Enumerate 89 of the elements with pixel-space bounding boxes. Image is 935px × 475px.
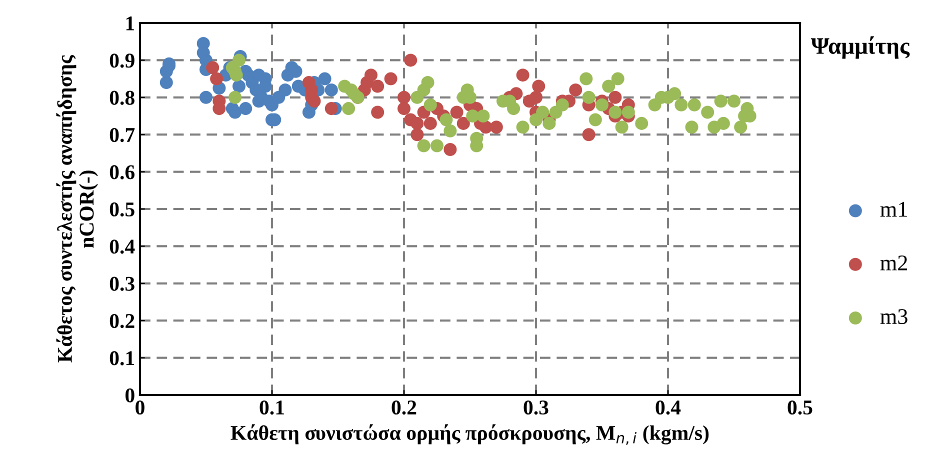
point: [410, 128, 424, 142]
point: [582, 128, 596, 142]
legend-label: m2: [880, 255, 908, 270]
point: [397, 90, 411, 104]
point: [397, 102, 411, 116]
point: [714, 94, 728, 108]
point: [308, 94, 321, 108]
point: [582, 90, 596, 104]
point: [160, 76, 173, 90]
point: [532, 80, 546, 93]
point: [364, 68, 378, 82]
point: [232, 54, 246, 67]
y-axis-title: Κάθετος συντελεστής αναπήδησης nCOR(-): [56, 55, 98, 362]
point: [536, 106, 550, 119]
point: [476, 109, 490, 123]
x-tick-label: 0.1: [260, 400, 284, 415]
point: [444, 142, 457, 156]
point: [239, 102, 252, 116]
y-tick-label: 0: [126, 388, 134, 402]
point: [556, 98, 569, 112]
point: [228, 106, 242, 119]
point: [688, 98, 701, 112]
point: [210, 72, 224, 86]
y-tick-label: 0.5: [110, 202, 134, 217]
x-tick-label: 0: [136, 400, 144, 415]
point: [318, 72, 332, 86]
point: [417, 139, 430, 152]
y-tick-label: 0.8: [110, 90, 134, 105]
point: [602, 80, 616, 93]
point: [199, 90, 213, 104]
point: [324, 83, 338, 96]
point: [580, 72, 593, 86]
point: [608, 90, 622, 104]
point: [595, 98, 609, 112]
point: [342, 102, 356, 116]
point: [622, 106, 635, 119]
point: [466, 109, 480, 123]
point: [685, 120, 698, 134]
point: [588, 113, 602, 126]
point: [371, 80, 384, 93]
legend-label: m3: [880, 309, 908, 324]
y-tick-label: 0.6: [110, 165, 135, 180]
point: [727, 94, 741, 108]
y-tick-label: 0.9: [110, 54, 134, 68]
point: [424, 98, 437, 112]
point: [206, 61, 220, 74]
y-tick-label: 1: [126, 16, 134, 30]
point: [516, 68, 530, 82]
point: [456, 116, 470, 130]
point: [569, 83, 582, 96]
point: [424, 116, 437, 130]
text: Ψαμμίτης: [810, 36, 910, 59]
y-tick-label: 0.2: [110, 314, 134, 328]
point: [450, 106, 464, 119]
point: [384, 72, 398, 86]
point: [701, 106, 714, 119]
y-tick-label: 0.3: [110, 276, 134, 291]
point: [608, 106, 622, 119]
point: [615, 120, 628, 134]
point: [529, 90, 543, 104]
point: [430, 139, 444, 152]
point: [232, 80, 246, 93]
point: [444, 124, 457, 138]
x-tick-label: 0.3: [524, 400, 548, 415]
point: [228, 90, 242, 104]
point: [421, 76, 434, 90]
point: [278, 83, 292, 96]
point: [611, 72, 624, 86]
point: [404, 54, 418, 67]
point: [410, 116, 424, 130]
x-tick-label: 0.5: [788, 400, 812, 415]
legend-label: m1: [880, 202, 907, 217]
y-tick-label: 0.4: [110, 240, 135, 254]
point: [674, 98, 688, 112]
point: [716, 116, 730, 130]
x-tick-label: 0.2: [392, 400, 416, 415]
point: [734, 120, 748, 134]
point: [635, 116, 648, 130]
y-tick-label: 0.1: [110, 351, 134, 366]
point: [507, 102, 520, 116]
x-axis-title: Κάθετη συνιστώσα ορμής πρόσκρουσης, M$_{n,i}$ (kgm/s): [230, 424, 709, 445]
point: [440, 113, 453, 126]
point: [324, 102, 338, 116]
y-tick-label: 0.7: [110, 128, 135, 142]
point: [490, 120, 503, 134]
point: [371, 106, 384, 119]
x-tick-label: 0.4: [656, 400, 681, 415]
point: [668, 87, 682, 100]
point: [516, 120, 530, 134]
